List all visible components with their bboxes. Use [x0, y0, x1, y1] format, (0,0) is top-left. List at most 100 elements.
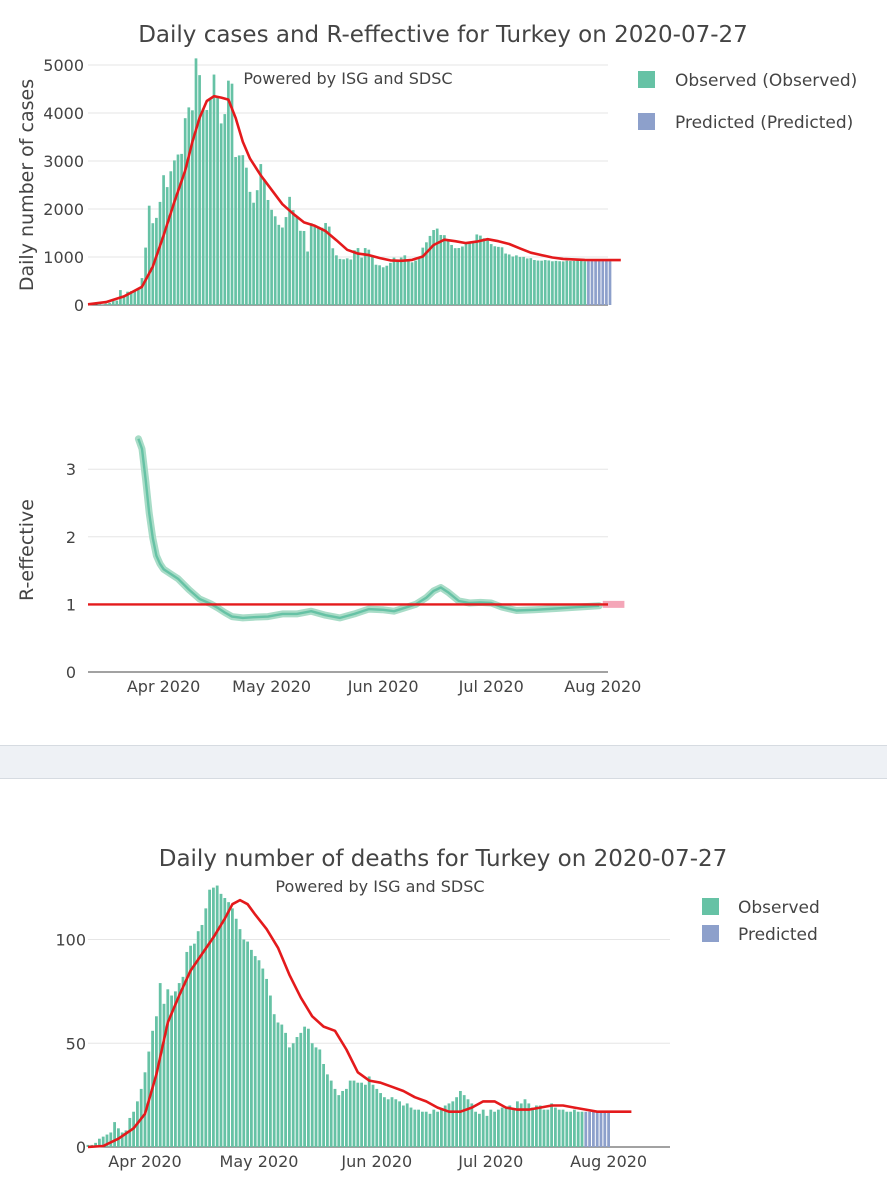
cases-bar-observed[interactable] — [248, 191, 252, 305]
deaths-bar-observed[interactable] — [523, 1099, 527, 1147]
cases-bar-observed[interactable] — [147, 205, 151, 305]
cases-bar-observed[interactable] — [162, 175, 165, 305]
legend-swatch-observed[interactable] — [638, 71, 655, 88]
deaths-bar-predicted[interactable] — [607, 1111, 610, 1147]
cases-bar-observed[interactable] — [317, 226, 320, 305]
cases-bar-observed[interactable] — [421, 247, 425, 305]
deaths-bar-observed[interactable] — [288, 1047, 291, 1147]
cases-bar-observed[interactable] — [291, 210, 295, 305]
cases-bar-observed[interactable] — [363, 248, 367, 305]
cases-bar-predicted[interactable] — [597, 261, 601, 305]
deaths-bar-observed[interactable] — [189, 945, 192, 1147]
cases-bar-observed[interactable] — [417, 257, 421, 305]
cases-bar-observed[interactable] — [155, 217, 158, 305]
deaths-bar-observed[interactable] — [576, 1111, 580, 1147]
deaths-bar-observed[interactable] — [284, 1032, 287, 1147]
cases-bar-observed[interactable] — [385, 265, 389, 305]
deaths-bar-observed[interactable] — [383, 1097, 386, 1147]
cases-bar-observed[interactable] — [176, 154, 180, 305]
cases-bar-observed[interactable] — [288, 196, 291, 305]
cases-bar-observed[interactable] — [173, 160, 176, 305]
cases-bar-observed[interactable] — [309, 223, 313, 305]
deaths-bar-observed[interactable] — [360, 1082, 363, 1147]
cases-bar-observed[interactable] — [461, 246, 464, 305]
deaths-bar-observed[interactable] — [580, 1111, 584, 1147]
cases-bar-observed[interactable] — [108, 302, 111, 305]
cases-bar-observed[interactable] — [306, 251, 309, 305]
cases-bar-observed[interactable] — [183, 118, 187, 306]
cases-bar-observed[interactable] — [302, 230, 306, 305]
cases-bar-observed[interactable] — [475, 234, 479, 305]
cases-bar-observed[interactable] — [165, 187, 169, 305]
deaths-bar-observed[interactable] — [166, 989, 170, 1147]
deaths-bar-observed[interactable] — [375, 1088, 379, 1147]
cases-bar-observed[interactable] — [205, 110, 209, 305]
cases-bar-observed[interactable] — [407, 261, 410, 305]
cases-bar-observed[interactable] — [443, 235, 446, 305]
deaths-bar-observed[interactable] — [120, 1132, 124, 1147]
cases-bar-observed[interactable] — [439, 234, 443, 305]
deaths-bar-observed[interactable] — [113, 1122, 116, 1147]
deaths-legend-swatch-observed[interactable] — [702, 898, 719, 915]
cases-bar-observed[interactable] — [561, 261, 565, 305]
cases-bar-observed[interactable] — [140, 278, 144, 305]
cases-bar-observed[interactable] — [536, 260, 540, 305]
deaths-bar-observed[interactable] — [329, 1080, 333, 1147]
deaths-bar-observed[interactable] — [386, 1099, 390, 1147]
deaths-bar-observed[interactable] — [394, 1099, 398, 1147]
deaths-bar-observed[interactable] — [98, 1138, 101, 1147]
deaths-bar-observed[interactable] — [538, 1105, 542, 1148]
deaths-bar-observed[interactable] — [417, 1109, 420, 1147]
deaths-bar-observed[interactable] — [455, 1097, 458, 1147]
deaths-bar-observed[interactable] — [291, 1043, 295, 1147]
deaths-bar-observed[interactable] — [223, 898, 227, 1147]
deaths-bar-observed[interactable] — [94, 1142, 97, 1147]
deaths-bar-observed[interactable] — [440, 1109, 443, 1147]
cases-bar-observed[interactable] — [219, 123, 223, 305]
deaths-bar-observed[interactable] — [561, 1109, 565, 1147]
deaths-bar-observed[interactable] — [432, 1109, 436, 1147]
cases-bar-observed[interactable] — [554, 260, 558, 305]
deaths-bar-observed[interactable] — [371, 1084, 375, 1147]
cases-bar-observed[interactable] — [281, 227, 284, 305]
deaths-bar-observed[interactable] — [105, 1134, 109, 1147]
deaths-bar-observed[interactable] — [185, 951, 189, 1147]
cases-bar-observed[interactable] — [453, 248, 457, 305]
deaths-bar-observed[interactable] — [459, 1090, 462, 1147]
cases-bar-observed[interactable] — [432, 230, 435, 305]
cases-bar-observed[interactable] — [338, 258, 342, 305]
deaths-bar-observed[interactable] — [219, 893, 223, 1147]
cases-bar-observed[interactable] — [450, 244, 453, 305]
cases-bar-observed[interactable] — [551, 261, 554, 305]
cases-bar-observed[interactable] — [223, 114, 227, 305]
cases-bar-observed[interactable] — [295, 216, 299, 305]
deaths-bar-observed[interactable] — [227, 902, 230, 1147]
cases-bar-observed[interactable] — [565, 260, 569, 305]
deaths-bar-observed[interactable] — [356, 1082, 360, 1147]
cases-bar-observed[interactable] — [371, 255, 374, 305]
cases-bar-observed[interactable] — [410, 262, 414, 305]
deaths-bar-observed[interactable] — [170, 995, 173, 1147]
cases-bar-observed[interactable] — [255, 190, 259, 305]
deaths-bar-observed[interactable] — [443, 1105, 447, 1148]
deaths-bar-observed[interactable] — [269, 995, 272, 1147]
cases-bar-observed[interactable] — [111, 300, 115, 305]
deaths-bar-observed[interactable] — [447, 1103, 451, 1147]
cases-bar-observed[interactable] — [212, 74, 216, 305]
deaths-bar-observed[interactable] — [481, 1109, 485, 1147]
deaths-bar-observed[interactable] — [261, 968, 265, 1147]
cases-bar-observed[interactable] — [389, 262, 392, 305]
deaths-bar-observed[interactable] — [489, 1109, 493, 1147]
deaths-bar-observed[interactable] — [333, 1088, 337, 1147]
deaths-bar-observed[interactable] — [466, 1099, 470, 1147]
cases-bar-observed[interactable] — [126, 291, 129, 305]
deaths-bar-observed[interactable] — [303, 1026, 306, 1147]
cases-bar-observed[interactable] — [471, 242, 475, 305]
cases-bar-observed[interactable] — [392, 257, 396, 305]
deaths-bar-observed[interactable] — [295, 1037, 299, 1147]
cases-bar-observed[interactable] — [479, 235, 482, 305]
cases-bar-observed[interactable] — [115, 300, 119, 305]
deaths-bar-observed[interactable] — [348, 1080, 352, 1147]
cases-bar-observed[interactable] — [425, 242, 428, 305]
cases-bar-observed[interactable] — [345, 258, 349, 305]
